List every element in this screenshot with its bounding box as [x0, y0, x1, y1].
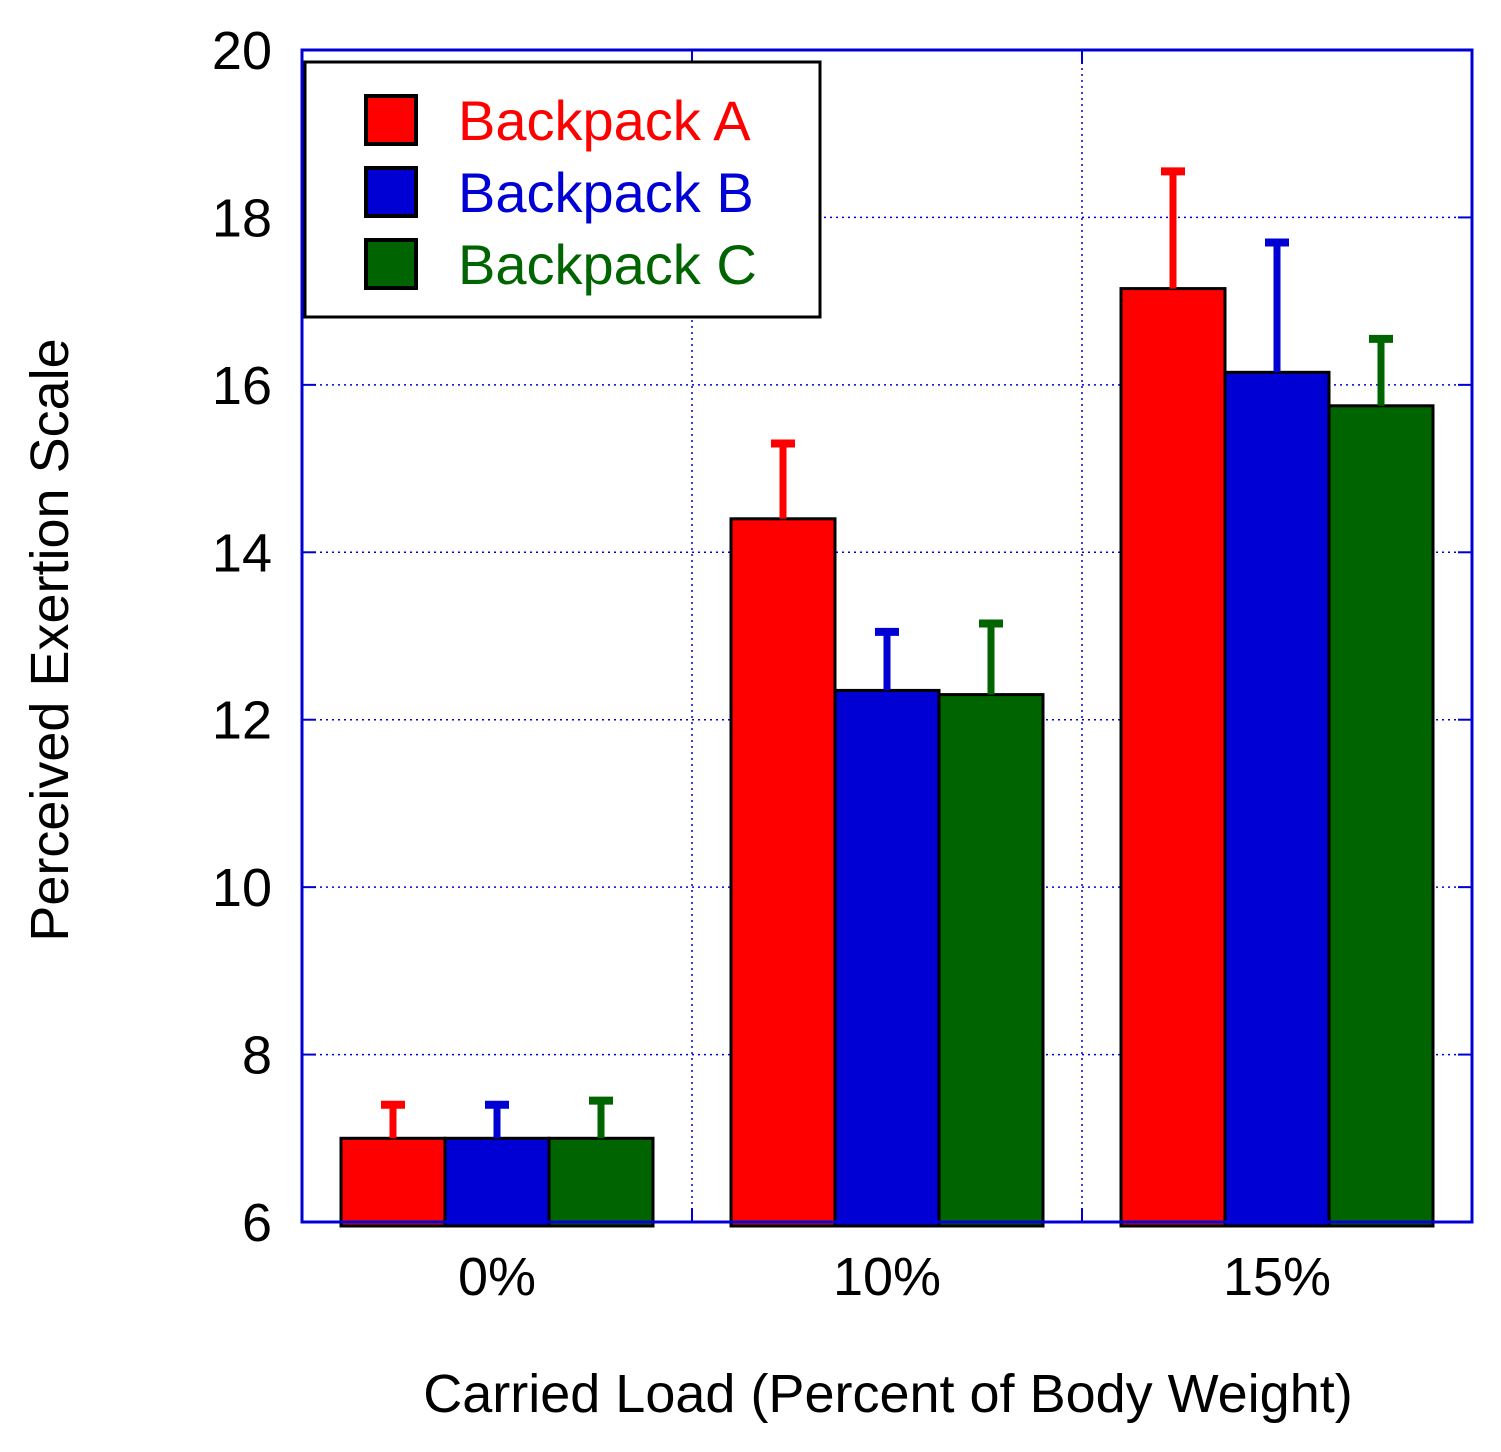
legend-label: Backpack C [458, 233, 757, 296]
y-tick-label: 6 [242, 1193, 272, 1253]
y-tick-label: 18 [212, 188, 272, 248]
y-tick-label: 10 [212, 858, 272, 918]
y-axis-title: Perceived Exertion Scale [20, 338, 80, 941]
bar-backpack-a-10pct [729, 517, 837, 1228]
legend-swatch [364, 94, 418, 146]
bar-backpack-b-10pct [833, 688, 941, 1228]
legend-label: Backpack A [458, 89, 751, 152]
axes: 6 8 10 12 14 16 18 20 0% 10% 15% [212, 21, 1474, 1307]
y-tick-label: 12 [212, 691, 272, 751]
legend-label: Backpack B [458, 161, 754, 224]
bar-backpack-c-10pct [937, 693, 1045, 1228]
bar-backpack-c-15pct [1327, 404, 1435, 1228]
bars [339, 167, 1435, 1228]
bar-backpack-a-15pct [1119, 287, 1227, 1228]
legend-swatch [364, 238, 418, 290]
x-axis-title: Carried Load (Percent of Body Weight) [423, 1364, 1352, 1424]
legend-swatch [364, 166, 418, 218]
x-tick-label: 15% [1223, 1247, 1331, 1307]
x-tick-label: 0% [458, 1247, 536, 1307]
bar-backpack-a-0pct [339, 1136, 447, 1228]
plot-frame [300, 48, 1474, 1224]
bar-backpack-c-0pct [547, 1136, 655, 1228]
y-tick-label: 8 [242, 1026, 272, 1086]
y-tick-label: 20 [212, 21, 272, 81]
bar-backpack-b-0pct [443, 1136, 551, 1228]
y-tick-label: 14 [212, 523, 272, 583]
y-tick-label: 16 [212, 356, 272, 416]
bar-backpack-b-15pct [1223, 370, 1331, 1228]
legend: Backpack A Backpack B Backpack C [303, 60, 822, 319]
x-tick-label: 10% [833, 1247, 941, 1307]
